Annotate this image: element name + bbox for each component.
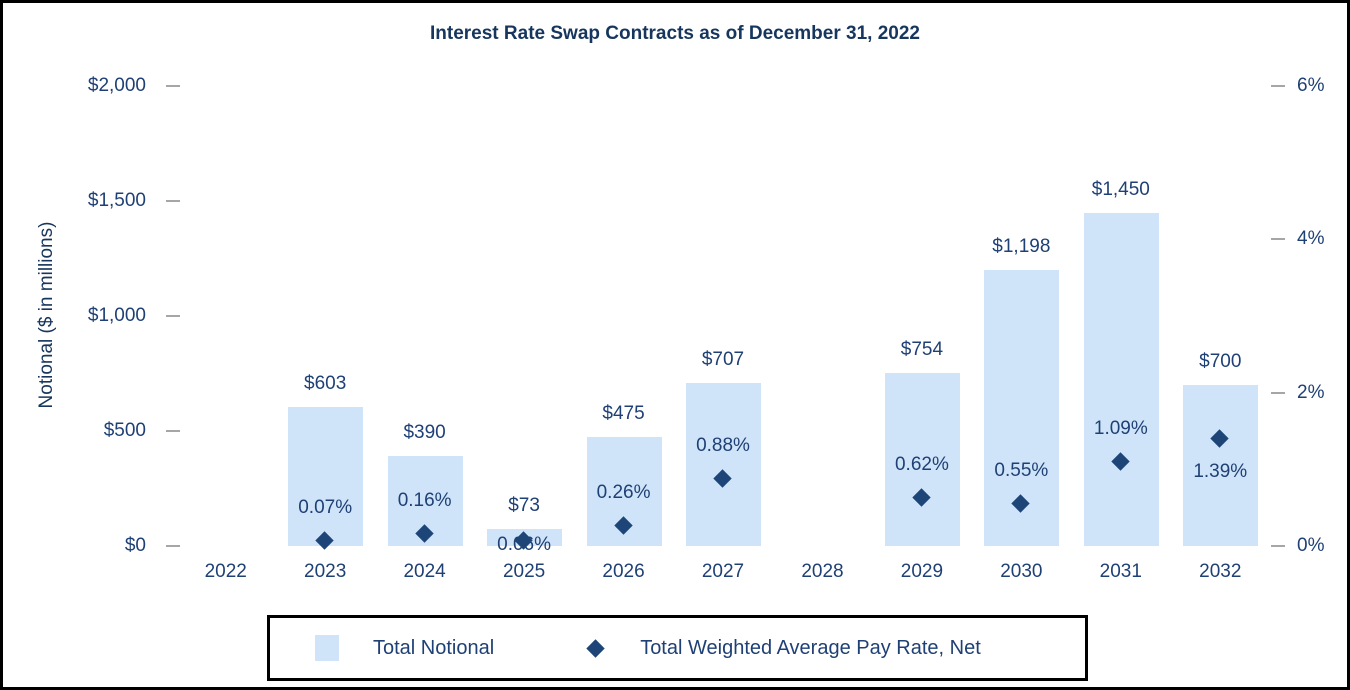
x-axis-label-2030: 2030	[1000, 561, 1043, 582]
legend-diamond-icon	[586, 638, 605, 658]
x-axis-label-2023: 2023	[304, 561, 347, 582]
chart-title: Interest Rate Swap Contracts as of Decem…	[430, 23, 920, 44]
left-axis-tick-dash	[166, 430, 180, 432]
right-axis-tick-dash	[1271, 238, 1285, 241]
bar-2023	[288, 407, 364, 546]
legend-label-total-notional: Total Notional	[373, 636, 495, 659]
notional-label-2030: $1,198	[992, 236, 1051, 258]
pay-rate-label-2024: 0.16%	[397, 489, 452, 511]
x-axis-label-2024: 2024	[403, 561, 446, 582]
right-axis-tick-label: 6%	[1297, 75, 1325, 96]
left-axis-tick-label: $500	[103, 420, 146, 441]
pay-rate-label-2023: 0.07%	[298, 496, 353, 518]
notional-label-2026: $475	[602, 402, 645, 424]
left-axis-tick-label: $0	[124, 535, 146, 556]
right-axis-tick-dash	[1271, 391, 1285, 394]
x-axis-label-2029: 2029	[900, 561, 944, 582]
pay-rate-label-2030: 0.55%	[994, 459, 1049, 481]
legend: Total Notional Total Weighted Average Pa…	[267, 615, 1088, 681]
right-axis-tick-label: 0%	[1297, 535, 1325, 556]
pay-rate-label-2031: 1.09%	[1093, 418, 1148, 440]
left-axis-tick-label: $2,000	[87, 75, 146, 96]
right-axis-tick-label: 2%	[1297, 381, 1325, 403]
x-axis-label-2025: 2025	[502, 561, 546, 582]
bar-2027	[686, 383, 761, 546]
x-axis-label-2028: 2028	[801, 561, 844, 582]
pay-rate-label-2027: 0.88%	[696, 434, 750, 456]
left-axis-tick-dash	[166, 315, 180, 317]
notional-label-2023: $603	[304, 373, 347, 395]
pay-rate-label-2032: 1.39%	[1193, 461, 1248, 483]
left-axis-tick-label: $1,500	[87, 190, 146, 211]
left-axis-tick-label: $1,000	[87, 305, 146, 326]
x-axis-label-2026: 2026	[602, 561, 645, 582]
notional-label-2031: $1,450	[1091, 178, 1150, 200]
right-axis-tick-label: 4%	[1297, 228, 1325, 250]
bar-2031	[1083, 212, 1159, 546]
notional-label-2024: $390	[403, 422, 446, 444]
notional-label-2027: $707	[701, 349, 745, 371]
left-axis-tick-dash	[166, 85, 180, 87]
bar-2029	[884, 372, 960, 546]
bar-2032	[1183, 385, 1259, 546]
right-axis-tick-dash	[1271, 545, 1285, 547]
legend-label-pay-rate: Total Weighted Average Pay Rate, Net	[640, 636, 981, 659]
notional-label-2032: $700	[1199, 351, 1242, 372]
notional-label-2029: $754	[900, 338, 944, 360]
legend-bar-swatch-icon	[315, 635, 339, 661]
notional-label-2025: $73	[508, 495, 540, 517]
left-axis-tick-dash	[166, 200, 180, 202]
x-axis-label-2022: 2022	[204, 561, 247, 582]
pay-rate-label-2029: 0.62%	[894, 454, 949, 476]
x-axis-label-2031: 2031	[1099, 561, 1142, 582]
right-axis-tick-dash	[1271, 85, 1285, 87]
x-axis-label-2032: 2032	[1199, 561, 1242, 582]
pay-rate-label-2026: 0.26%	[596, 482, 651, 504]
left-axis-tick-dash	[166, 545, 180, 547]
x-axis-label-2027: 2027	[701, 561, 745, 582]
